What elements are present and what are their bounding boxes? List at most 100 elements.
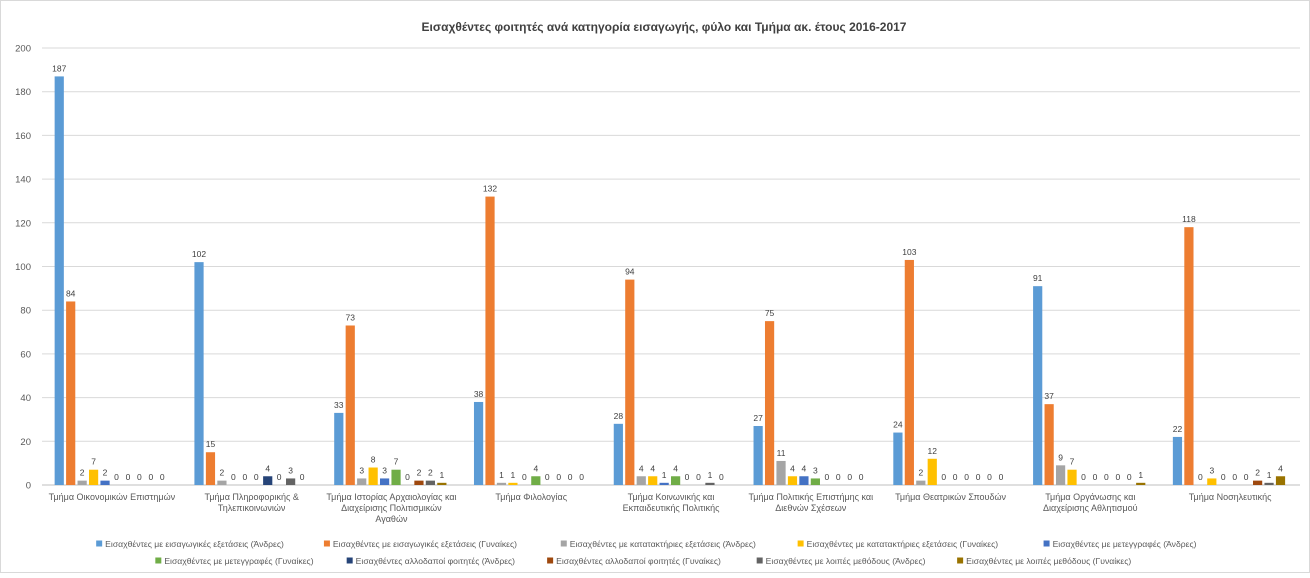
bar xyxy=(1253,480,1263,485)
data-label: 4 xyxy=(533,463,538,473)
x-tick-label: Τμήμα Πληροφορικής & xyxy=(204,492,298,502)
bar xyxy=(425,480,435,485)
data-label: 3 xyxy=(382,465,387,475)
bar xyxy=(205,452,216,485)
data-label: 0 xyxy=(126,472,131,482)
data-label: 0 xyxy=(160,472,165,482)
data-label: 1 xyxy=(511,470,516,480)
data-label: 94 xyxy=(625,267,635,277)
bar xyxy=(1067,469,1077,485)
data-label: 0 xyxy=(859,472,864,482)
data-label: 0 xyxy=(405,472,410,482)
x-tick-label: Διαχείρισης Πολιτισμικών xyxy=(341,503,442,513)
bar xyxy=(659,482,669,485)
data-label: 1 xyxy=(1138,470,1143,480)
bars xyxy=(54,76,1286,486)
data-label: 2 xyxy=(1255,468,1260,478)
bar xyxy=(473,401,484,485)
legend-item: Εισαχθέντες με κατατακτήριες εξετάσεις (… xyxy=(560,539,756,549)
bar xyxy=(379,478,390,485)
data-label: 0 xyxy=(545,472,550,482)
data-label: 0 xyxy=(568,472,573,482)
y-tick-label: 160 xyxy=(15,131,31,142)
bar xyxy=(1055,465,1066,485)
data-label: 4 xyxy=(1278,463,1283,473)
legend-swatch xyxy=(797,540,804,547)
bar xyxy=(764,321,775,485)
data-label: 2 xyxy=(220,468,225,478)
data-label: 75 xyxy=(765,308,775,318)
bar xyxy=(1033,286,1043,485)
data-label: 4 xyxy=(802,463,807,473)
x-tick-label: Τμήμα Πολιτικής Επιστήμης και xyxy=(748,492,873,502)
data-label: 0 xyxy=(277,472,282,482)
bar xyxy=(334,412,344,485)
data-label: 0 xyxy=(719,472,724,482)
data-label: 7 xyxy=(1070,457,1075,467)
y-tick-label: 120 xyxy=(15,218,31,229)
data-label: 91 xyxy=(1033,273,1043,283)
data-label: 4 xyxy=(790,463,795,473)
y-tick-label: 80 xyxy=(20,306,31,317)
bar xyxy=(485,196,495,485)
legend-swatch xyxy=(547,557,554,564)
y-tick-label: 200 xyxy=(15,44,31,55)
y-tick-label: 60 xyxy=(20,349,31,360)
data-label: 1 xyxy=(662,470,667,480)
legend-label: Εισαχθέντες με εισαγωγικές εξετάσεις (Άν… xyxy=(105,539,284,549)
bar xyxy=(671,476,681,485)
data-label: 103 xyxy=(902,247,916,257)
data-label: 0 xyxy=(231,472,236,482)
data-label: 0 xyxy=(300,472,305,482)
legend-label: Εισαχθέντες με λοιπές μεθόδους (Γυναίκες… xyxy=(966,556,1131,566)
data-label: 0 xyxy=(1093,472,1098,482)
bar xyxy=(1136,482,1146,485)
bar xyxy=(1264,482,1274,485)
data-label: 3 xyxy=(1209,465,1214,475)
data-label: 1 xyxy=(439,470,444,480)
bar xyxy=(927,458,937,485)
data-label: 0 xyxy=(1104,472,1109,482)
y-tick-label: 20 xyxy=(20,437,31,448)
data-label: 0 xyxy=(1232,472,1237,482)
data-label: 4 xyxy=(650,463,655,473)
bar xyxy=(391,469,401,485)
legend-item: Εισαχθέντες με εισαγωγικές εξετάσεις (Άν… xyxy=(96,539,284,549)
bar xyxy=(531,476,541,485)
data-label: 0 xyxy=(522,472,527,482)
data-label: 0 xyxy=(1244,472,1249,482)
data-label: 0 xyxy=(696,472,701,482)
y-tick-label: 0 xyxy=(26,481,31,492)
legend-label: Εισαχθέντες με κατατακτήριες εξετάσεις (… xyxy=(807,539,999,549)
x-tick-label: Τμήμα Φιλολογίας xyxy=(495,492,567,502)
data-label: 37 xyxy=(1044,391,1054,401)
legend-swatch xyxy=(346,557,353,564)
legend-swatch xyxy=(957,557,964,564)
data-label: 9 xyxy=(1058,452,1063,462)
data-label: 118 xyxy=(1182,214,1196,224)
bar xyxy=(776,460,786,485)
x-tick-label: Τμήμα Θεατρικών Σπουδών xyxy=(895,492,1006,502)
bar xyxy=(753,426,763,485)
bar xyxy=(613,423,623,485)
legend: Εισαχθέντες με εισαγωγικές εξετάσεις (Άν… xyxy=(96,539,1197,566)
legend-swatch xyxy=(96,540,103,547)
legend-item: Εισαχθέντες με μετεγγραφές (Γυναίκες) xyxy=(155,556,314,566)
data-label: 3 xyxy=(288,465,293,475)
bar xyxy=(1207,478,1217,485)
legend-item: Εισαχθέντες με λοιπές μεθόδους (Γυναίκες… xyxy=(957,556,1131,566)
data-label: 15 xyxy=(206,439,216,449)
data-label: 0 xyxy=(254,472,259,482)
data-label: 0 xyxy=(1221,472,1226,482)
legend-swatch xyxy=(756,557,763,564)
bar xyxy=(916,480,926,485)
bar xyxy=(508,482,518,485)
data-label: 2 xyxy=(918,468,923,478)
legend-label: Εισαχθέντες με λοιπές μεθόδους (Άνδρες) xyxy=(766,556,926,566)
bar xyxy=(54,76,64,485)
data-label: 0 xyxy=(941,472,946,482)
data-label: 0 xyxy=(1127,472,1132,482)
bar xyxy=(77,480,87,485)
x-tick-label: Τμήμα Ιστορίας Αρχαιολογίας και xyxy=(326,492,456,502)
